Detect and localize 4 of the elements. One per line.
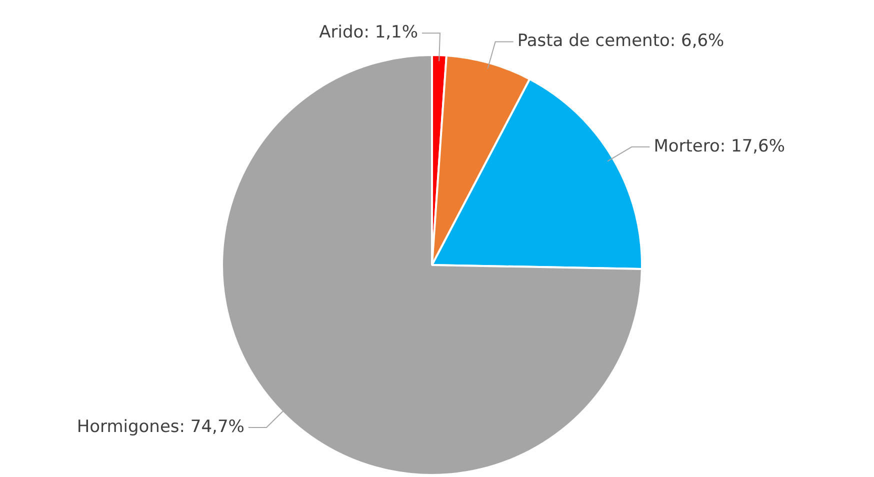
slice-label: Pasta de cemento: 6,6%: [517, 31, 724, 52]
slice-label: Hormigones: 74,7%: [76, 416, 244, 437]
slice-label: Arido: 1,1%: [319, 22, 418, 43]
slice-label: Mortero: 17,6%: [654, 136, 786, 156]
